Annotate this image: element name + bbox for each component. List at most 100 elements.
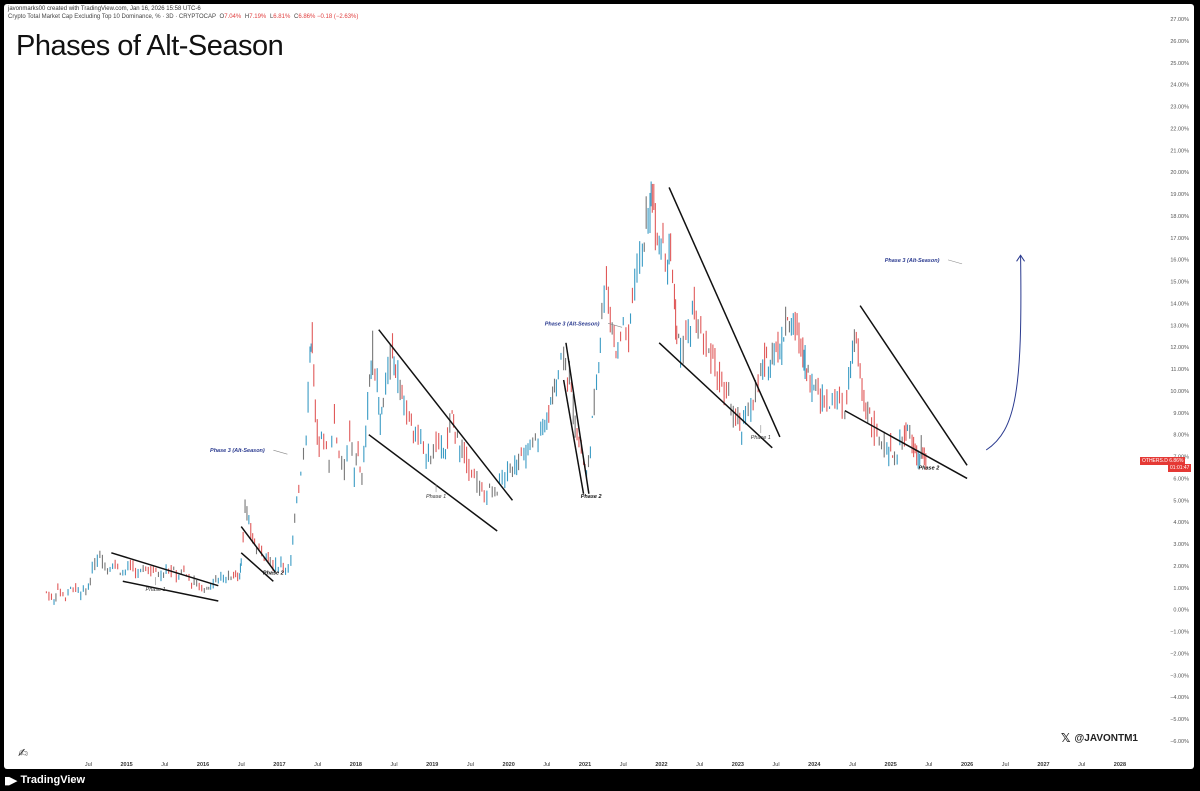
x-tick-label: Jul xyxy=(391,762,398,768)
trend-line xyxy=(859,305,968,466)
y-tick-label: 13.00% xyxy=(1170,323,1189,329)
y-tick-label: 1.00% xyxy=(1173,586,1189,592)
y-tick-label: −3.00% xyxy=(1170,673,1189,679)
x-tick-label: Jul xyxy=(161,762,168,768)
phase-annotation: Phase 2 xyxy=(581,494,602,500)
y-tick-label: 27.00% xyxy=(1170,17,1189,23)
x-tick-label: Jul xyxy=(925,762,932,768)
x-tick-label: 2019 xyxy=(426,762,438,768)
x-tick-label: 2022 xyxy=(655,762,667,768)
ohlc-low-value: 6.81% xyxy=(273,14,291,20)
y-tick-label: 6.00% xyxy=(1173,476,1189,482)
chart-title: Phases of Alt-Season xyxy=(16,30,284,62)
phase-annotation: Phase 1 xyxy=(426,494,446,500)
symbol-price-tag-value: 6.86% xyxy=(1169,458,1184,464)
y-tick-label: 14.00% xyxy=(1170,301,1189,307)
y-tick-label: 8.00% xyxy=(1173,433,1189,439)
symbol-title: Crypto Total Market Cap Excluding Top 10… xyxy=(8,14,216,20)
x-tick-label: 2024 xyxy=(808,762,821,768)
projection-arrow-head xyxy=(1016,254,1025,262)
x-logo-icon: 𝕏 xyxy=(1060,731,1071,745)
y-tick-label: 10.00% xyxy=(1170,389,1189,395)
handle-text: @JAVONTM1 xyxy=(1074,732,1138,744)
tradingview-logo-icon: ▮▶ xyxy=(4,774,17,787)
trend-line xyxy=(368,434,498,532)
phase-annotation: Phase 2 xyxy=(918,466,939,472)
y-tick-label: 0.00% xyxy=(1173,608,1189,614)
ohlc-high-label: H xyxy=(244,14,250,20)
y-tick-label: 2.00% xyxy=(1173,564,1189,570)
author-handle: 𝕏 @JAVONTM1 xyxy=(1061,731,1138,745)
symbol-price-tag-symbol: OTHERS.D xyxy=(1142,458,1168,464)
y-tick-label: 4.00% xyxy=(1173,520,1189,526)
projection-arrow xyxy=(985,255,1022,451)
x-tick-label: Jul xyxy=(85,762,92,768)
x-tick-label: 2015 xyxy=(120,762,132,768)
ohlc-change-value: −0.18 (−2.63%) xyxy=(317,14,359,20)
x-tick-label: Jul xyxy=(620,762,627,768)
trend-line xyxy=(658,342,773,449)
ohlc-close-value: 6.86% xyxy=(298,14,316,20)
x-tick-label: Jul xyxy=(1002,762,1009,768)
trend-line xyxy=(565,342,590,494)
chart-panel: javonmarks00 created with TradingView.co… xyxy=(4,4,1194,769)
x-tick-label: Jul xyxy=(543,762,550,768)
x-tick-label: Jul xyxy=(467,762,474,768)
price-chart[interactable]: 27.00% 26.00% 25.00% 24.00% 23.00% 22.00% 21.0… xyxy=(4,4,1194,769)
y-tick-label: 20.00% xyxy=(1170,170,1189,176)
author-line: javonmarks00 created with TradingView.co… xyxy=(8,6,201,12)
trend-line xyxy=(562,379,585,494)
y-tick-label: 23.00% xyxy=(1170,105,1189,111)
ohlc-open-label: O xyxy=(219,14,225,20)
x-tick-label: 2027 xyxy=(1037,762,1049,768)
x-tick-label: 2017 xyxy=(273,762,285,768)
cursor-tool-icon[interactable]: ✍ xyxy=(18,746,29,760)
y-tick-label: −4.00% xyxy=(1170,695,1189,701)
trend-line xyxy=(378,329,514,501)
ohlc-open-value: 7.04% xyxy=(224,14,242,20)
trend-line xyxy=(668,187,781,438)
x-tick-label: 2025 xyxy=(885,762,897,768)
y-tick-label: −1.00% xyxy=(1170,630,1189,636)
ohlc-close-label: C xyxy=(293,14,299,20)
y-tick-label: 11.00% xyxy=(1171,367,1189,373)
phase-annotation: Phase 2 xyxy=(263,571,284,577)
y-tick-label: 3.00% xyxy=(1173,542,1189,548)
x-tick-label: 2016 xyxy=(197,762,209,768)
y-tick-label: 26.00% xyxy=(1170,39,1189,45)
countdown-tag: 01:01:47 xyxy=(1168,464,1192,472)
trend-line xyxy=(844,409,968,480)
trend-line xyxy=(122,580,219,602)
annotation-leader xyxy=(607,323,623,328)
x-tick-label: Jul xyxy=(238,762,245,768)
y-tick-label: 22.00% xyxy=(1170,126,1189,132)
x-tick-label: 2028 xyxy=(1114,762,1126,768)
y-tick-label: 18.00% xyxy=(1170,214,1189,220)
trend-line xyxy=(240,526,277,573)
tradingview-footer: ▮▶ TradingView xyxy=(4,771,85,789)
symbol-price-tag: OTHERS.D 6.86% xyxy=(1140,457,1186,465)
x-tick-label: 2020 xyxy=(503,762,515,768)
y-tick-label: 15.00% xyxy=(1170,280,1189,286)
y-tick-label: 25.00% xyxy=(1170,61,1189,67)
phase-annotation: Phase 3 (Alt-Season) xyxy=(210,448,265,454)
x-tick-label: Jul xyxy=(314,762,321,768)
y-tick-label: 21.00% xyxy=(1170,148,1189,154)
phase-annotation: Phase 1 xyxy=(146,587,166,593)
x-tick-label: Jul xyxy=(849,762,856,768)
x-tick-label: Jul xyxy=(1078,762,1085,768)
annotation-leader xyxy=(947,259,963,265)
y-tick-label: −2.00% xyxy=(1170,651,1189,657)
y-tick-label: 17.00% xyxy=(1170,236,1189,242)
x-tick-label: 2021 xyxy=(579,762,591,768)
footer-brand: TradingView xyxy=(20,774,86,786)
ohlc-low-label: L xyxy=(269,14,274,20)
phase-annotation: Phase 3 (Alt-Season) xyxy=(545,321,600,327)
trend-line xyxy=(111,552,219,587)
phase-annotation: Phase 1 xyxy=(751,435,771,441)
x-tick-label: Jul xyxy=(773,762,780,768)
y-tick-label: 16.00% xyxy=(1170,258,1189,264)
phase-annotation: Phase 3 (Alt-Season) xyxy=(885,258,940,264)
y-tick-label: −6.00% xyxy=(1170,739,1189,745)
